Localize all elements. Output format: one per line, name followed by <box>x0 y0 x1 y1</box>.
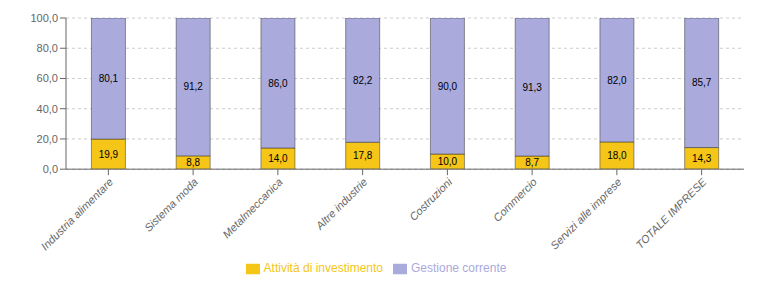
svg-text:17,8: 17,8 <box>353 150 373 161</box>
svg-text:8,7: 8,7 <box>525 157 539 168</box>
svg-text:Sistema moda: Sistema moda <box>142 176 200 234</box>
svg-text:Servizi alle imprese: Servizi alle imprese <box>548 176 624 252</box>
svg-text:Costruzioni: Costruzioni <box>407 175 455 223</box>
svg-text:19,9: 19,9 <box>99 149 119 160</box>
svg-text:82,0: 82,0 <box>607 75 627 86</box>
svg-text:TOTALE IMPRESE: TOTALE IMPRESE <box>633 175 709 251</box>
svg-text:Metalmeccanica: Metalmeccanica <box>220 176 285 241</box>
svg-text:Altre industrie: Altre industrie <box>313 176 370 233</box>
svg-text:91,3: 91,3 <box>522 82 542 93</box>
svg-text:91,2: 91,2 <box>183 81 203 92</box>
svg-text:85,7: 85,7 <box>692 77 712 88</box>
svg-text:Industria alimentare: Industria alimentare <box>39 176 116 253</box>
svg-text:80,0: 80,0 <box>37 42 58 54</box>
html-text:Gestione corrente: Gestione corrente <box>411 261 507 276</box>
svg-text:18,0: 18,0 <box>607 150 627 161</box>
svg-text:0,0: 0,0 <box>43 163 58 175</box>
svg-text:82,2: 82,2 <box>353 75 373 86</box>
svg-text:20,0: 20,0 <box>37 133 58 145</box>
svg-text:10,0: 10,0 <box>438 156 458 167</box>
svg-text:14,0: 14,0 <box>268 153 288 164</box>
svg-text:Commercio: Commercio <box>491 176 539 224</box>
svg-text:14,3: 14,3 <box>692 153 712 164</box>
svg-text:8,8: 8,8 <box>186 157 200 168</box>
svg-text:86,0: 86,0 <box>268 78 288 89</box>
svg-text:100,0: 100,0 <box>30 12 58 24</box>
svg-text:60,0: 60,0 <box>37 72 58 84</box>
html-text:Attività di investimento: Attività di investimento <box>263 261 383 276</box>
svg-text:80,1: 80,1 <box>99 73 119 84</box>
svg-text:40,0: 40,0 <box>37 103 58 115</box>
svg-text:90,0: 90,0 <box>438 81 458 92</box>
